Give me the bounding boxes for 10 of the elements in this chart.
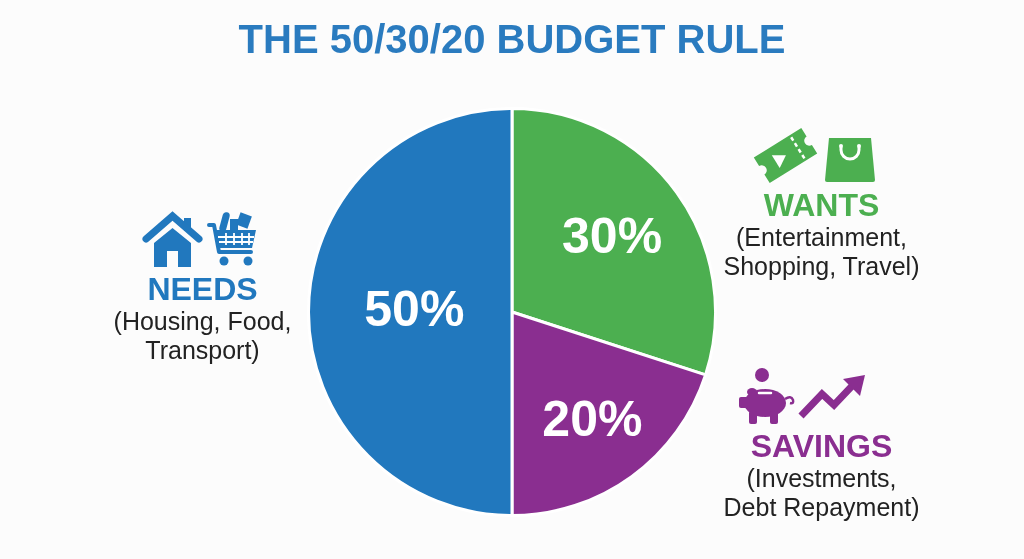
text: (Housing, Food, Transport)	[113, 306, 292, 364]
legend-label: WANTS	[763, 186, 880, 223]
chart-title: THE 50/30/20 BUDGET RULE	[238, 17, 786, 62]
data-label: 20%	[542, 391, 643, 448]
legend-label: SAVINGS	[750, 427, 893, 464]
data-label: 50%	[364, 280, 465, 337]
legend-label: NEEDS	[147, 270, 258, 307]
text: (Investments, Debt Repayment)	[723, 463, 920, 521]
text: (Entertainment, Shopping, Travel)	[723, 222, 920, 280]
data-label: 30%	[562, 208, 663, 265]
